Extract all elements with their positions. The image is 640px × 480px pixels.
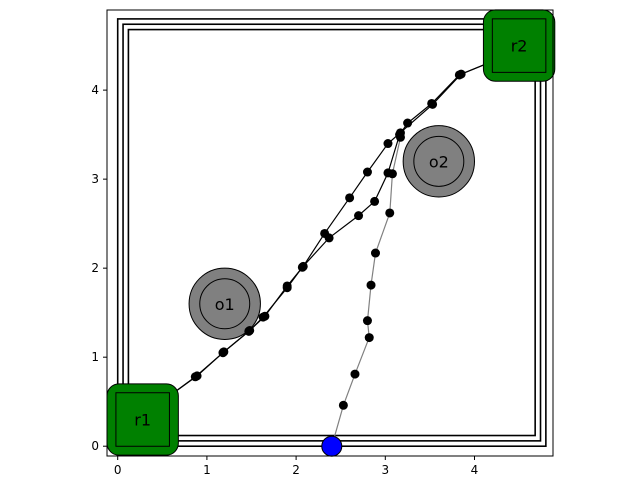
- waypoint-marker: [403, 118, 413, 128]
- waypoint-marker: [370, 196, 380, 206]
- x-tick-label: 0: [114, 463, 122, 477]
- waypoint-marker: [428, 99, 438, 109]
- path-line-2: [170, 60, 495, 396]
- waypoint-marker: [338, 400, 348, 410]
- waypoint-marker: [245, 325, 255, 335]
- y-tick-label: 2: [91, 261, 99, 275]
- y-tick-label: 3: [91, 172, 99, 186]
- robot-r2: r2: [482, 9, 556, 82]
- y-axis-ticks: 0 1 2 3 4: [91, 83, 107, 453]
- obstacle-label: o1: [215, 295, 235, 314]
- robot-layer: r1 r2: [106, 9, 556, 456]
- x-tick-label: 1: [203, 463, 211, 477]
- obstacle-inner-circle: [199, 278, 251, 330]
- waypoint-marker: [395, 128, 405, 138]
- waypoint-marker: [320, 228, 330, 238]
- boundary-3: [127, 28, 536, 437]
- x-axis-ticks: 0 1 2 3 4: [114, 456, 478, 477]
- x-tick-label: 3: [381, 463, 389, 477]
- waypoint-marker: [282, 281, 292, 291]
- waypoint-marker: [456, 69, 466, 79]
- x-tick-label: 4: [471, 463, 479, 477]
- waypoint-marker: [370, 248, 380, 258]
- robot-inner-square: [115, 392, 170, 447]
- waypoint-marker: [345, 193, 355, 203]
- waypoint-marker: [192, 371, 202, 381]
- waypoint-marker: [260, 311, 270, 321]
- waypoint-marker: [385, 208, 395, 218]
- waypoint-marker: [362, 316, 372, 326]
- obstacle-o1: o1: [188, 267, 261, 340]
- axes-frame: [106, 9, 554, 457]
- obstacle-o2: o2: [402, 125, 476, 198]
- obstacle-label: o2: [429, 152, 449, 171]
- waypoint-marker: [298, 261, 308, 271]
- waypoint-marker: [350, 369, 360, 379]
- target-marker: [321, 435, 343, 457]
- waypoint-marker: [362, 167, 372, 177]
- y-tick-label: 1: [91, 350, 99, 364]
- y-tick-label: 0: [91, 439, 99, 453]
- robot-inner-square: [491, 18, 547, 73]
- waypoint-marker: [364, 333, 374, 343]
- robot-label: r1: [134, 411, 151, 430]
- x-tick-label: 2: [292, 463, 300, 477]
- waypoint-marker: [383, 139, 393, 149]
- obstacle-inner-circle: [413, 135, 465, 187]
- waypoint-marker: [219, 347, 229, 357]
- robot-label: r2: [511, 37, 528, 56]
- obstacle-layer: o1 o2: [188, 125, 476, 340]
- robot-r1: r1: [106, 383, 179, 456]
- waypoint-marker: [366, 280, 376, 290]
- waypoint-marker: [354, 211, 364, 221]
- waypoint-marker: [387, 169, 397, 179]
- target-layer: [321, 435, 343, 457]
- y-tick-label: 4: [91, 83, 99, 97]
